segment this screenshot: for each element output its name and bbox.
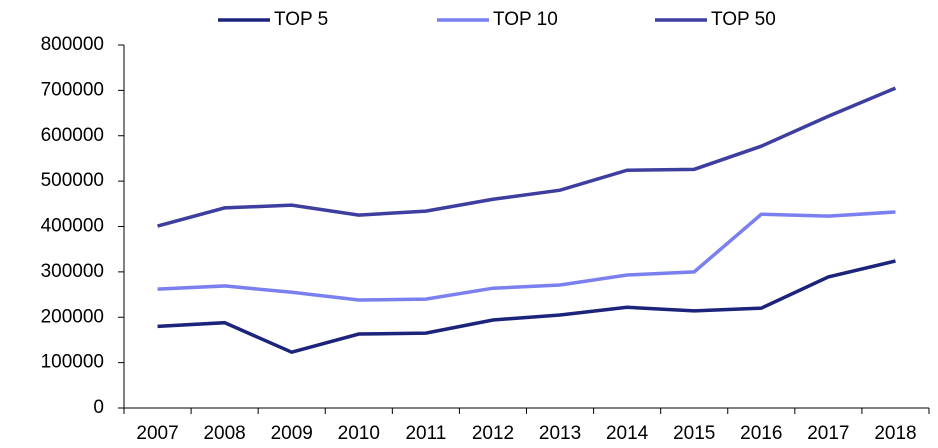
y-tick-label: 400000	[41, 216, 104, 237]
x-tick-label: 2008	[203, 423, 245, 443]
x-tick-label: 2016	[740, 423, 782, 443]
y-tick-label: 800000	[41, 34, 104, 55]
x-tick-label: 2012	[472, 423, 514, 443]
legend-label: TOP 10	[493, 9, 558, 30]
y-tick-label: 700000	[41, 79, 104, 100]
legend-label: TOP 5	[274, 9, 328, 30]
x-tick-label: 2018	[874, 423, 916, 443]
line-series	[157, 210, 896, 302]
y-tick-label: 200000	[41, 306, 104, 327]
legend-label: TOP 50	[711, 9, 776, 30]
x-tick-label: 2010	[338, 423, 380, 443]
y-tick-label: 300000	[41, 261, 104, 282]
x-tick-label: 2009	[271, 423, 313, 443]
x-tick-label: 2007	[136, 423, 178, 443]
x-tick-label: 2011	[405, 423, 446, 443]
y-tick-label: 500000	[41, 170, 104, 191]
x-tick-label: 2015	[673, 423, 715, 443]
line-series	[157, 259, 896, 355]
x-tick-label: 2017	[807, 423, 849, 443]
x-tick-label: 2013	[539, 423, 581, 443]
y-tick-label: 0	[93, 397, 104, 418]
y-tick-label: 100000	[41, 352, 104, 373]
x-tick-label: 2014	[606, 423, 649, 443]
line-series	[157, 86, 897, 228]
y-tick-label: 600000	[41, 125, 104, 146]
